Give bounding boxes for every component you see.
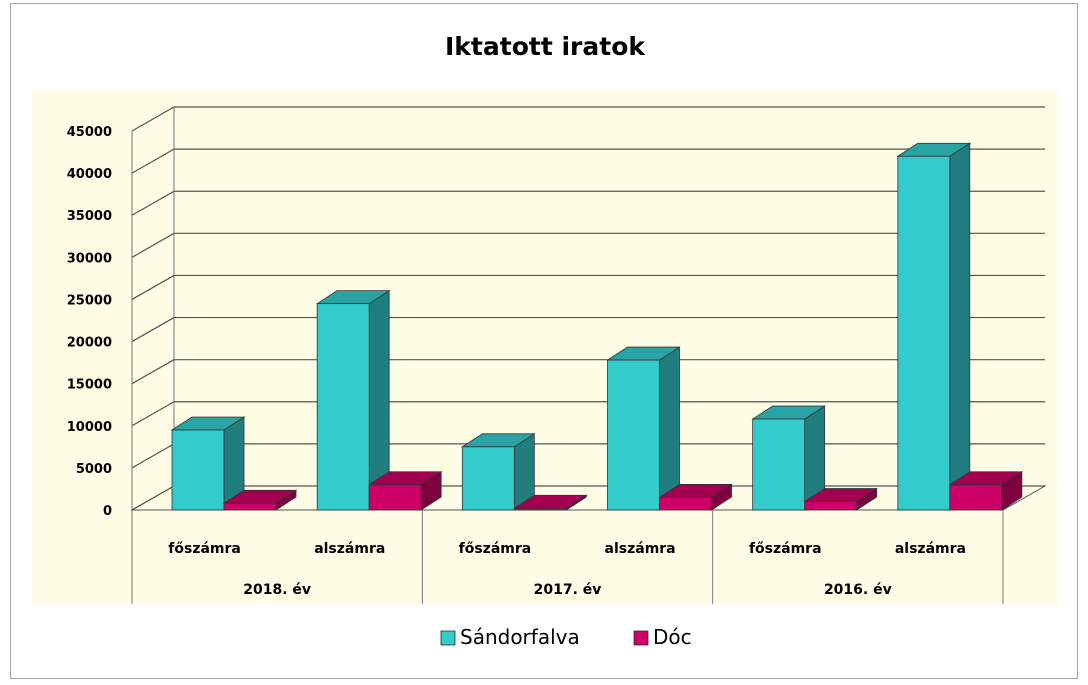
y-tick-label: 30000 [67,251,112,266]
group-label: 2018. év [243,582,311,598]
gridline-side [131,106,175,132]
y-tick-label: 40000 [67,167,112,182]
bar-front [223,502,277,511]
group-label: 2016. év [824,582,892,598]
category-label: főszámra [749,541,822,557]
y-tick-label: 10000 [67,420,112,435]
bar-front [897,155,951,511]
y-tick-label: 20000 [67,336,112,351]
group-label: 2017. év [534,582,602,598]
legend-swatch [440,630,456,646]
chart-title: Iktatott iratok [445,32,646,61]
gridline-side [131,190,175,216]
chart-plot: Iktatott iratok 0 5000 10000 15000 20000 2500… [32,32,1058,649]
bar-sandorfalva [170,416,246,511]
category-label: alszámra [314,541,385,557]
chart-frame: Iktatott iratok 0 5000 10000 15000 20000 2500… [10,3,1078,679]
y-tick-label: 35000 [67,209,112,224]
bar-doc [948,470,1024,511]
bar-front [804,501,858,511]
bar-front [171,429,225,511]
gridline-side [131,317,175,343]
bar-sandorfalva [315,289,391,511]
category-label: alszámra [895,541,966,557]
chart-body: 0 5000 10000 15000 20000 25000 30000 35000 40000… [32,90,1058,604]
gridline-side [131,148,175,174]
y-tick-label: 45000 [67,125,112,140]
legend-label: Sándorfalva [460,625,580,649]
gridline-side [131,443,175,469]
bar-sandorfalva [460,433,536,511]
gridline-side [131,274,175,300]
bar-front [368,484,422,511]
category-label: főszámra [168,541,241,557]
bar-side [659,346,680,511]
y-tick-label: 15000 [67,378,112,393]
legend: Sándorfalva Dóc [440,625,692,649]
gridline-side [131,359,175,385]
category-label: főszámra [459,541,532,557]
gridline-side [131,401,175,427]
bar-front [513,507,567,511]
bar-doc [658,483,733,511]
legend-swatch [633,630,649,646]
legend-label: Dóc [653,625,692,649]
bar-sandorfalva [606,346,681,511]
bar-sandorfalva [751,405,827,511]
bar-front [659,496,712,511]
bar-front [949,484,1003,511]
bar-front [316,303,370,511]
y-tick-label: 0 [103,504,112,519]
bar-front [461,446,515,511]
bar-doc [803,487,879,511]
bar-doc [367,470,443,511]
y-tick-label: 25000 [67,293,112,308]
category-label: alszámra [605,541,676,557]
plot-background [32,90,1058,604]
y-tick-label: 5000 [76,462,112,477]
bar-side [949,142,971,511]
bar-front [607,359,660,511]
bar-doc [222,489,298,511]
bar-doc [512,494,588,511]
bar-sandorfalva [896,142,972,511]
bar-front [752,418,806,511]
gridline-side [131,232,175,258]
